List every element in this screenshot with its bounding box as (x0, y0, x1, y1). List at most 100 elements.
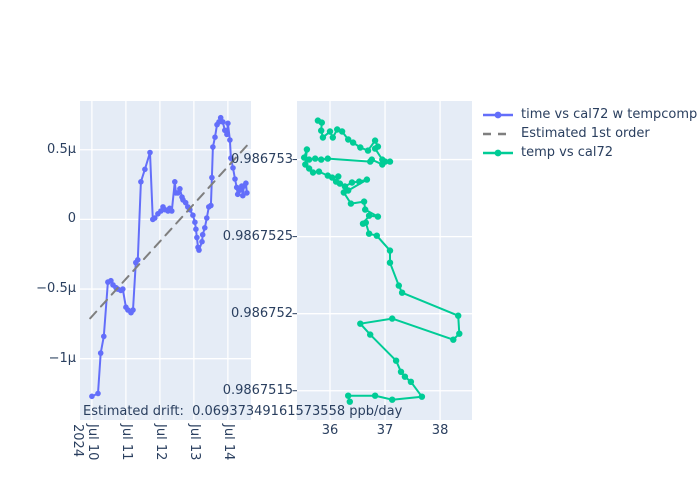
data-point-marker[interactable] (318, 156, 325, 163)
data-point-marker[interactable] (95, 390, 101, 397)
data-point-marker[interactable] (192, 219, 198, 225)
data-point-marker[interactable] (329, 174, 336, 181)
data-point-marker[interactable] (349, 139, 357, 146)
data-point-marker[interactable] (367, 158, 374, 165)
data-point-marker[interactable] (348, 179, 356, 186)
data-point-marker[interactable] (212, 134, 218, 140)
data-point-marker[interactable] (240, 192, 246, 199)
data-point-marker[interactable] (357, 144, 364, 151)
data-point-marker[interactable] (336, 180, 344, 187)
data-point-marker[interactable] (89, 393, 95, 400)
data-point-marker[interactable] (237, 187, 243, 193)
legend-item-time-vs-cal72-w-tempcomp[interactable]: time vs cal72 w tempcomp (482, 105, 697, 124)
data-point-marker[interactable] (244, 190, 250, 196)
data-point-marker[interactable] (135, 257, 141, 263)
data-point-marker[interactable] (365, 230, 373, 237)
data-point-marker[interactable] (315, 168, 323, 175)
data-point-marker[interactable] (202, 225, 208, 231)
data-point-marker[interactable] (196, 247, 202, 253)
data-point-marker[interactable] (220, 119, 226, 125)
data-point-marker[interactable] (147, 149, 153, 156)
data-point-marker[interactable] (319, 134, 327, 141)
data-point-marker[interactable] (386, 259, 394, 266)
data-point-marker[interactable] (177, 186, 183, 192)
data-point-marker[interactable] (199, 238, 205, 245)
data-point-marker[interactable] (169, 208, 175, 214)
data-point-marker[interactable] (324, 155, 331, 162)
data-point-marker[interactable] (379, 161, 386, 168)
data-point-marker[interactable] (309, 169, 317, 176)
series-time-vs-cal72-w-tempcomp[interactable] (89, 114, 250, 400)
data-point-marker[interactable] (182, 199, 189, 206)
data-point-marker[interactable] (334, 126, 341, 133)
data-point-marker[interactable] (389, 396, 396, 403)
data-point-marker[interactable] (367, 331, 374, 338)
data-point-marker[interactable] (356, 178, 363, 185)
data-point-marker[interactable] (130, 307, 136, 313)
data-point-marker[interactable] (398, 289, 406, 296)
data-point-marker[interactable] (374, 213, 382, 220)
data-point-marker[interactable] (397, 368, 405, 375)
data-point-marker[interactable] (108, 277, 114, 284)
data-point-marker[interactable] (386, 158, 394, 165)
data-point-marker[interactable] (210, 144, 216, 150)
data-point-marker[interactable] (450, 336, 457, 343)
data-point-marker[interactable] (217, 114, 224, 121)
data-point-marker[interactable] (407, 378, 415, 385)
data-point-marker[interactable] (455, 312, 462, 319)
data-point-marker[interactable] (418, 393, 426, 400)
data-point-marker[interactable] (204, 215, 210, 221)
data-point-marker[interactable] (228, 155, 234, 161)
data-point-marker[interactable] (227, 137, 233, 143)
data-point-marker[interactable] (345, 136, 352, 143)
data-point-marker[interactable] (305, 156, 313, 163)
data-point-marker[interactable] (194, 234, 200, 241)
data-point-marker[interactable] (395, 282, 402, 289)
data-point-marker[interactable] (199, 231, 206, 238)
data-point-marker[interactable] (329, 134, 336, 141)
legend-item-estimated-1st-order[interactable]: Estimated 1st order (482, 124, 697, 143)
data-point-marker[interactable] (120, 286, 126, 292)
data-point-marker[interactable] (373, 232, 380, 239)
data-point-marker[interactable] (172, 179, 178, 185)
data-point-marker[interactable] (190, 212, 196, 218)
data-point-marker[interactable] (232, 176, 238, 182)
data-point-marker[interactable] (302, 161, 309, 168)
data-point-marker[interactable] (230, 165, 236, 171)
data-point-marker[interactable] (301, 154, 308, 161)
data-point-marker[interactable] (97, 350, 104, 356)
data-point-marker[interactable] (363, 176, 371, 183)
data-point-marker[interactable] (389, 315, 396, 322)
data-point-marker[interactable] (346, 398, 353, 405)
data-point-marker[interactable] (209, 174, 215, 181)
data-point-marker[interactable] (360, 198, 368, 205)
data-point-marker[interactable] (312, 155, 319, 162)
data-point-marker[interactable] (345, 392, 352, 399)
data-point-marker[interactable] (456, 330, 463, 337)
data-point-marker[interactable] (340, 189, 347, 196)
data-point-marker[interactable] (371, 145, 379, 152)
data-point-marker[interactable] (371, 392, 379, 399)
data-point-marker[interactable] (357, 320, 364, 327)
data-point-marker[interactable] (225, 120, 231, 127)
series-estimated-1st-order[interactable] (89, 144, 248, 320)
series-temp-vs-cal72[interactable] (301, 117, 463, 405)
data-point-marker[interactable] (318, 127, 325, 134)
data-point-marker[interactable] (208, 202, 214, 209)
data-point-marker[interactable] (101, 333, 107, 340)
legend-item-temp-vs-cal72[interactable]: temp vs cal72 (482, 143, 697, 162)
data-point-marker[interactable] (362, 219, 369, 226)
data-point-marker[interactable] (335, 173, 342, 180)
data-point-marker[interactable] (326, 128, 334, 135)
data-point-marker[interactable] (305, 165, 313, 172)
data-point-marker[interactable] (243, 180, 249, 186)
data-point-marker[interactable] (318, 119, 325, 126)
data-point-marker[interactable] (338, 128, 346, 135)
data-point-marker[interactable] (371, 137, 379, 144)
data-point-marker[interactable] (392, 357, 400, 364)
data-point-marker[interactable] (193, 226, 199, 232)
data-point-marker[interactable] (386, 247, 394, 254)
data-point-marker[interactable] (152, 215, 158, 221)
data-point-marker[interactable] (347, 200, 355, 207)
